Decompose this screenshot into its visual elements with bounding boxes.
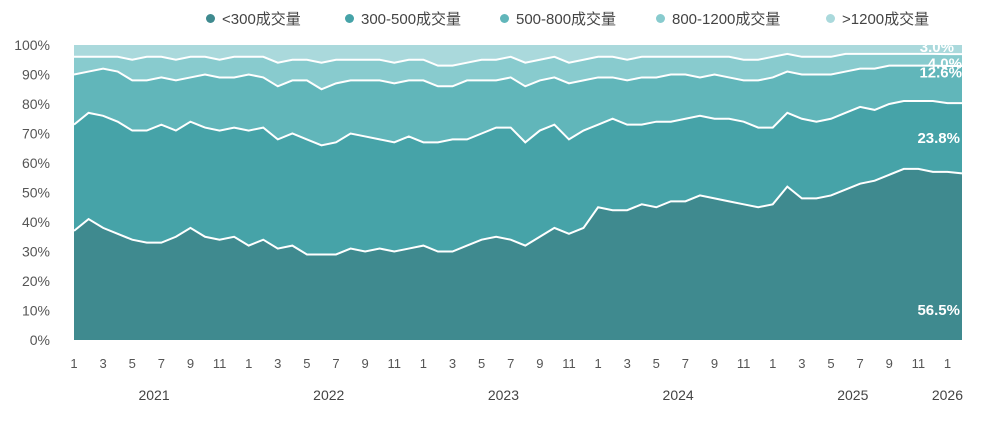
year-label: 2025 — [837, 387, 868, 403]
y-tick-label: 0% — [30, 332, 50, 348]
legend-item: 800-1200成交量 — [656, 8, 780, 29]
x-tick-label: 11 — [213, 356, 227, 371]
x-tick-label: 5 — [129, 356, 136, 371]
x-tick-label: 3 — [798, 356, 805, 371]
x-tick-label: 1 — [420, 356, 427, 371]
y-tick-label: 40% — [22, 214, 50, 230]
y-tick-label: 60% — [22, 155, 50, 171]
legend-swatch — [206, 14, 215, 23]
year-label: 2021 — [138, 387, 169, 403]
legend: <300成交量 300-500成交量 500-800成交量 800-1200成交量 >1… — [0, 8, 994, 30]
x-tick-label: 1 — [769, 356, 776, 371]
x-tick-label: 11 — [912, 356, 926, 371]
series-line-0 — [73, 167, 963, 256]
x-tick-label: 9 — [187, 356, 194, 371]
y-tick-label: 90% — [22, 67, 50, 83]
x-tick-label: 9 — [886, 356, 893, 371]
x-tick-label: 1 — [594, 356, 601, 371]
x-tick-label: 11 — [562, 356, 576, 371]
x-tick-label: 9 — [711, 356, 718, 371]
y-tick-label: 70% — [22, 126, 50, 142]
data-labels: 56.5% 23.8% 12.6%4.0%3.0% — [917, 39, 962, 319]
legend-label: 300-500成交量 — [361, 11, 462, 28]
year-label: 2024 — [663, 387, 694, 403]
x-tick-label: 3 — [274, 356, 281, 371]
x-tick-label: 11 — [388, 356, 402, 371]
y-tick-label: 100% — [14, 37, 50, 53]
x-tick-label: 5 — [478, 356, 485, 371]
year-label: 2026 — [932, 387, 963, 403]
x-tick-label: 7 — [507, 356, 514, 371]
year-label: 2023 — [488, 387, 519, 403]
x-tick-label: 7 — [682, 356, 689, 371]
series-boundaries — [73, 52, 963, 256]
legend-swatch — [656, 14, 665, 23]
data-label: 56.5% — [917, 302, 960, 319]
x-tick-label: 11 — [737, 356, 751, 371]
area-series — [74, 45, 962, 341]
x-tick-label: 3 — [99, 356, 106, 371]
series-line-3 — [74, 52, 962, 67]
x-tick-label: 1 — [70, 356, 77, 371]
legend-swatch — [500, 14, 509, 23]
y-tick-label: 20% — [22, 273, 50, 289]
series-line-2 — [73, 64, 962, 91]
x-tick-label: 3 — [449, 356, 456, 371]
x-tick-label: 7 — [856, 356, 863, 371]
data-label: 4.0% — [928, 56, 962, 73]
legend-item: 300-500成交量 — [345, 8, 461, 29]
legend-item: >1200成交量 — [826, 8, 929, 29]
y-tick-label: 50% — [22, 185, 50, 201]
x-tick-label: 5 — [827, 356, 834, 371]
x-tick-label: 1 — [944, 356, 951, 371]
data-label: 23.8% — [917, 130, 960, 147]
y-axis-ticks: 0% 10% 20% 30% 40% 50% 60% 70% 80% 90% 100% — [14, 37, 50, 348]
x-tick-label: 3 — [624, 356, 631, 371]
x-tick-label: 9 — [362, 356, 369, 371]
data-label: 3.0% — [920, 39, 954, 56]
x-tick-label: 7 — [332, 356, 339, 371]
series-line-1 — [73, 100, 962, 147]
legend-swatch — [345, 14, 354, 23]
x-tick-label: 5 — [303, 356, 310, 371]
legend-item: 500-800成交量 — [500, 8, 616, 29]
legend-label: 800-1200成交量 — [672, 11, 781, 28]
legend-swatch — [826, 14, 835, 23]
year-label: 2022 — [313, 387, 344, 403]
x-tick-label: 9 — [536, 356, 543, 371]
legend-label: <300成交量 — [222, 11, 301, 28]
y-tick-label: 30% — [22, 244, 50, 260]
x-tick-label: 7 — [158, 356, 165, 371]
watermark-text: 知乎 @严浩宇 — [760, 367, 893, 390]
legend-label: >1200成交量 — [842, 11, 930, 28]
x-axis-ticks: 1 3 5 7 9 11 1 3 5 7 9 11 1 3 5 7 9 11 1 3 5 7 9 11 1 3 5 7 9 11 12021… — [70, 356, 963, 403]
legend-label: 500-800成交量 — [516, 11, 617, 28]
x-tick-label: 1 — [245, 356, 252, 371]
legend-item: <300成交量 — [206, 8, 301, 29]
data-label: 12.6% — [919, 64, 962, 81]
y-tick-label: 80% — [22, 96, 50, 112]
y-tick-label: 10% — [22, 303, 50, 319]
area-0 — [74, 168, 962, 340]
x-tick-label: 5 — [653, 356, 660, 371]
